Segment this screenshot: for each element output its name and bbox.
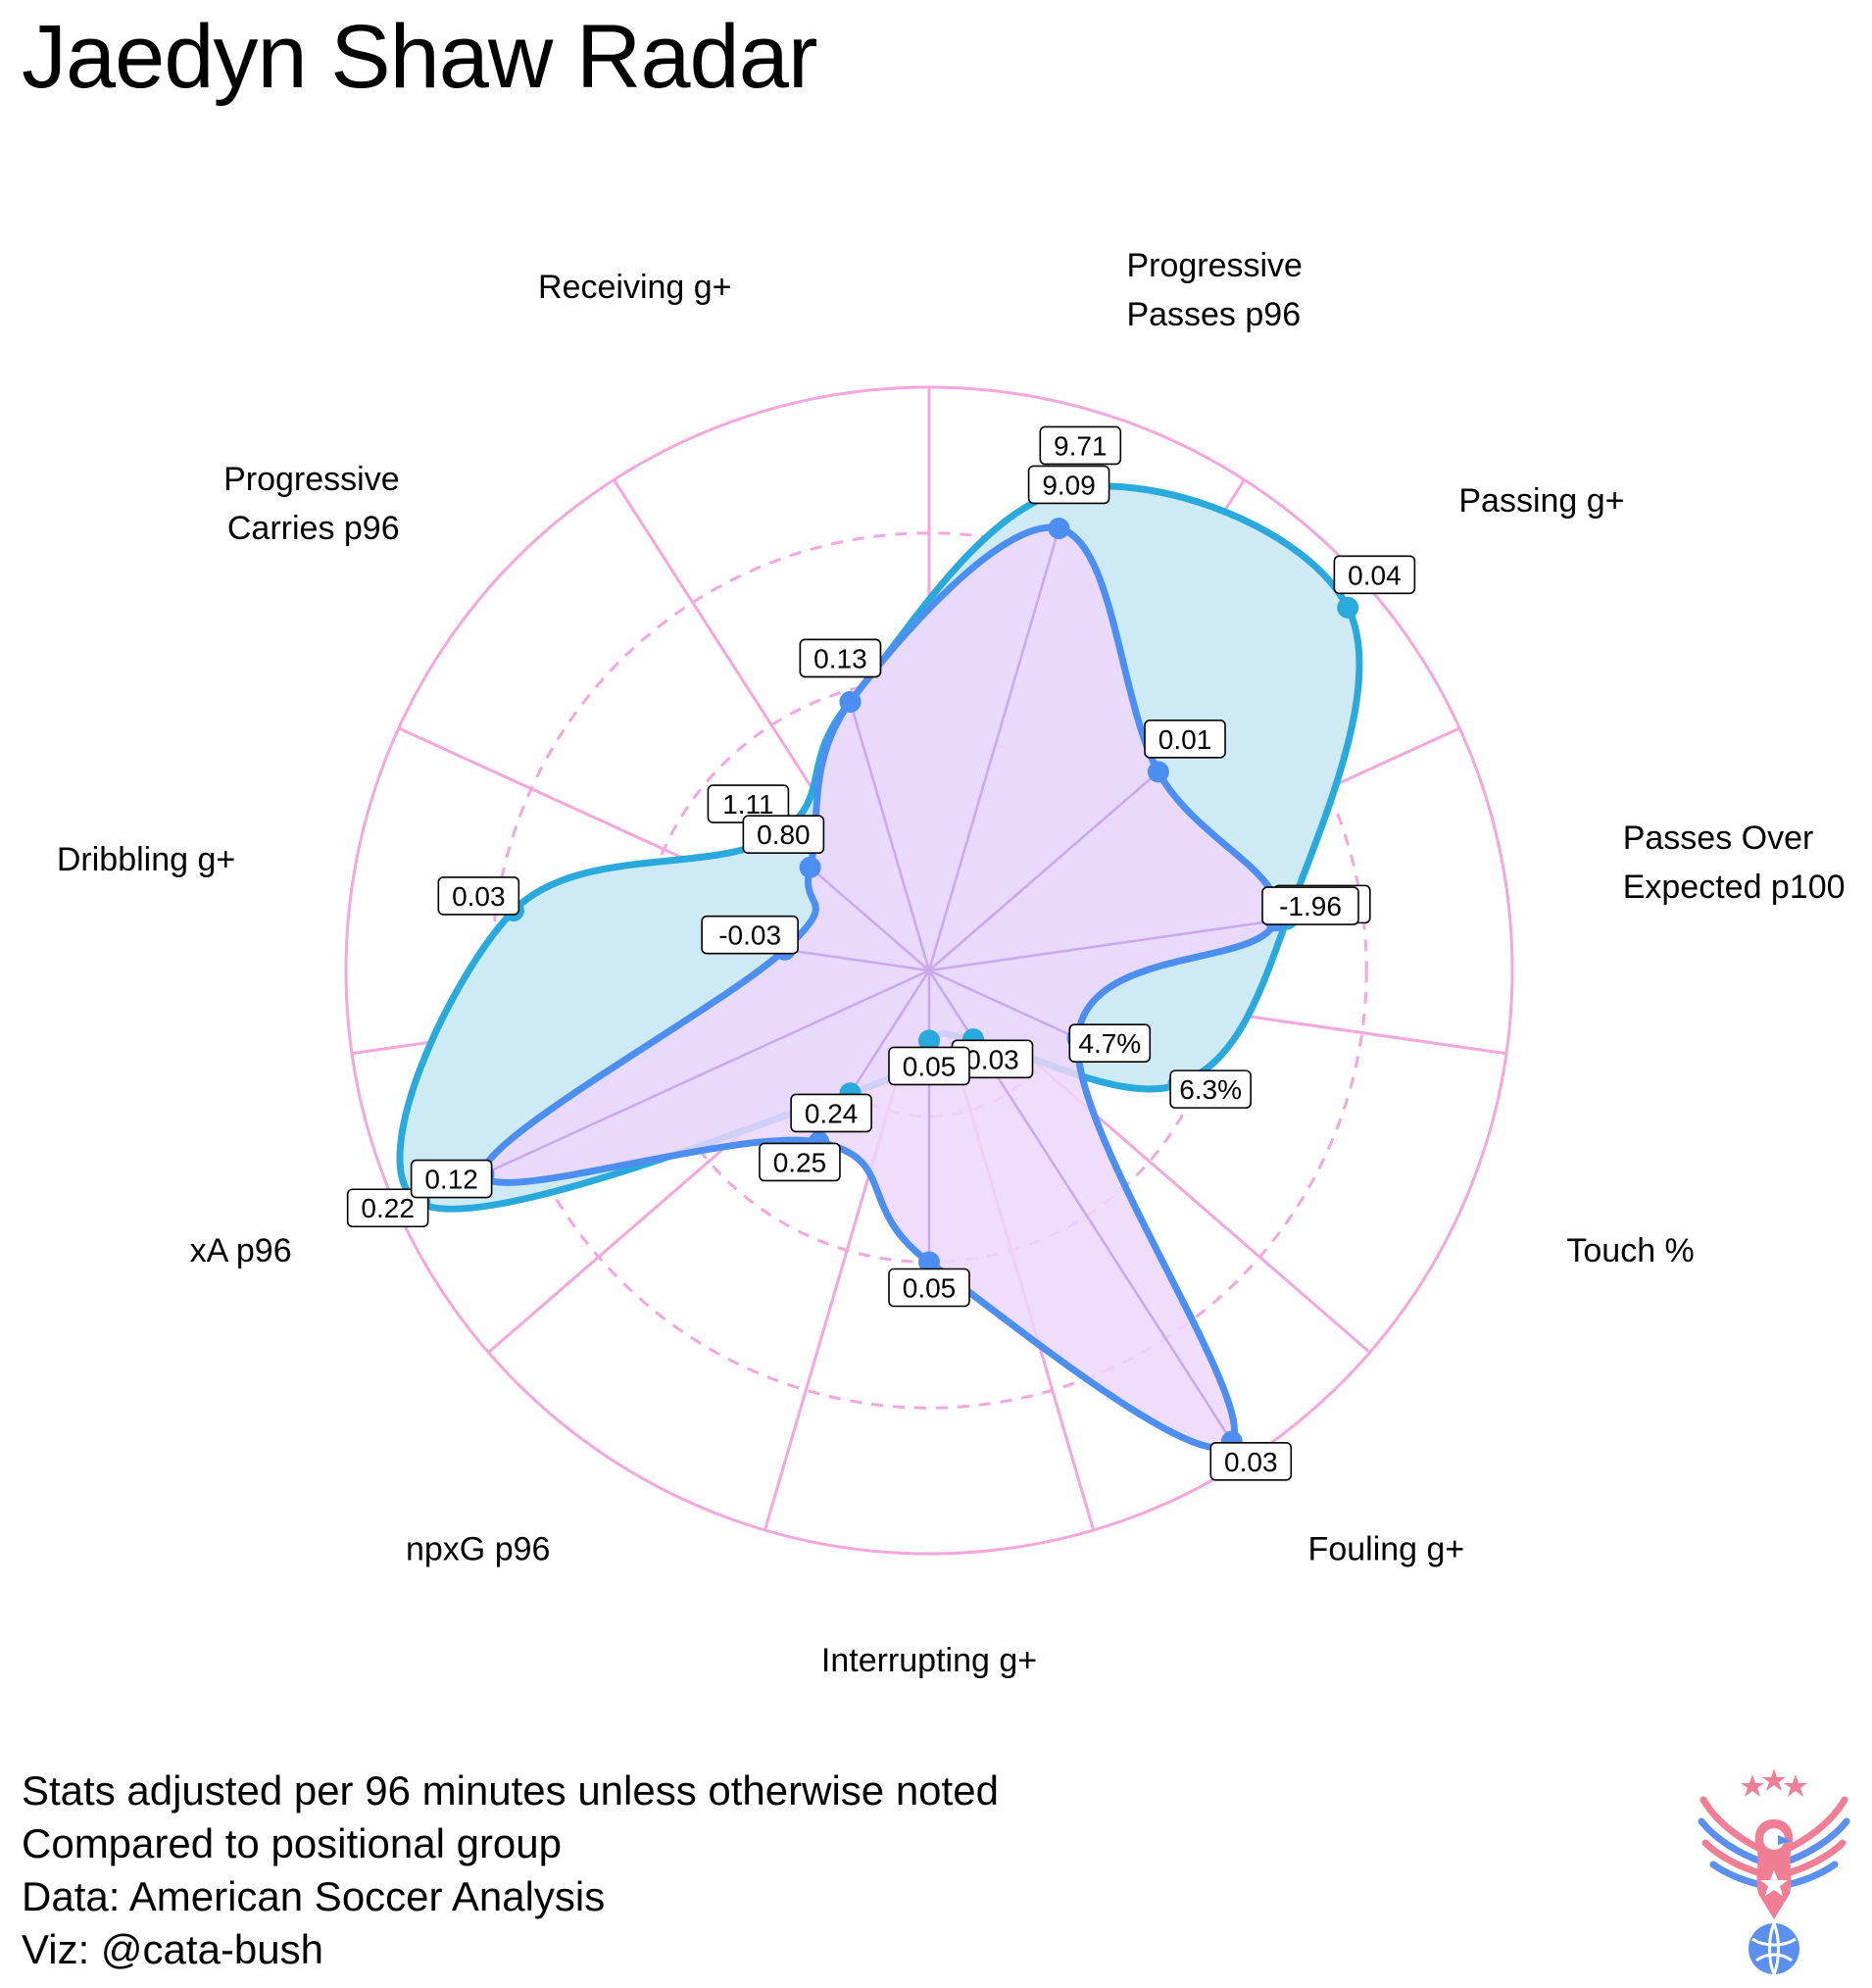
- inner-spoke: [928, 919, 1276, 972]
- svg-text:0.03: 0.03: [452, 881, 506, 912]
- value-label: 0.22: [346, 1188, 429, 1228]
- data-point: [839, 690, 862, 713]
- axis-labels: Progressive Passes p96 Passing g+ Passes Ov…: [57, 247, 1846, 1679]
- data-point: [918, 1251, 940, 1273]
- svg-text:0.03: 0.03: [1224, 1447, 1278, 1477]
- inner-spoke: [928, 770, 1159, 971]
- value-labels: 9.710.04-1.756.3%0.030.050.240.220.031.1…: [346, 425, 1416, 1481]
- data-point: [1337, 596, 1359, 619]
- inner-spoke: [784, 948, 930, 972]
- svg-text:0.01: 0.01: [1158, 724, 1212, 755]
- data-point: [1048, 517, 1070, 539]
- value-label: 1.11: [707, 784, 790, 823]
- chart-title: Jaedyn Shaw Radar: [22, 7, 817, 107]
- svg-text:0.80: 0.80: [757, 820, 811, 850]
- value-label: -0.03: [701, 915, 799, 955]
- svg-text:0.05: 0.05: [903, 1051, 957, 1081]
- value-label: 0.05: [888, 1046, 970, 1086]
- grid-ring: [490, 531, 1368, 1410]
- data-point: [918, 1029, 940, 1052]
- axis-label: Fouling g+: [1308, 1530, 1465, 1567]
- svg-text:0.25: 0.25: [773, 1147, 827, 1177]
- svg-text:9.09: 9.09: [1042, 470, 1096, 500]
- svg-text:0.24: 0.24: [805, 1098, 859, 1128]
- eagle-soccer-logo: [1698, 1768, 1850, 1975]
- svg-text:4.7%: 4.7%: [1078, 1028, 1141, 1059]
- footer-line-3: Data: American Soccer Analysis: [22, 1873, 606, 1919]
- value-label: 0.12: [410, 1159, 493, 1199]
- value-label: 6.3%: [1169, 1069, 1252, 1109]
- axis-label: Dribbling g+: [57, 841, 235, 878]
- data-point: [799, 856, 821, 878]
- svg-text:-1.96: -1.96: [1279, 891, 1342, 921]
- footer-line-2: Compared to positional group: [22, 1820, 563, 1866]
- svg-text:0.03: 0.03: [965, 1044, 1019, 1074]
- axis-label: Passing g+: [1458, 482, 1624, 520]
- value-label: 0.01: [1144, 720, 1226, 759]
- radar-chart: 9.710.04-1.756.3%0.030.050.240.220.031.1…: [57, 247, 1846, 1679]
- svg-text:6.3%: 6.3%: [1179, 1074, 1242, 1105]
- inner-spoke: [927, 527, 1060, 971]
- value-label: 4.7%: [1068, 1023, 1152, 1063]
- svg-text:0.04: 0.04: [1348, 560, 1402, 590]
- value-label: 0.25: [759, 1142, 841, 1182]
- data-point: [1147, 761, 1169, 783]
- footer-line-4: Viz: @cata-bush: [22, 1926, 324, 1972]
- svg-text:1.11: 1.11: [722, 789, 773, 820]
- svg-text:0.22: 0.22: [361, 1193, 415, 1223]
- axis-label: Passes Over Expected p100: [1623, 820, 1846, 906]
- value-label: 0.24: [790, 1093, 872, 1133]
- value-label: 0.04: [1333, 555, 1416, 595]
- axis-label: Receiving g+: [538, 269, 732, 306]
- footer-line-1: Stats adjusted per 96 minutes unless oth…: [22, 1767, 999, 1814]
- axis-label: Progressive Carries p96: [223, 461, 400, 547]
- value-label: 0.80: [742, 815, 825, 855]
- axis-label: xA p96: [190, 1232, 292, 1269]
- value-label: 9.71: [1039, 425, 1122, 466]
- svg-text:0.05: 0.05: [903, 1273, 957, 1304]
- value-label: -1.96: [1261, 886, 1359, 925]
- value-label: 9.09: [1027, 465, 1110, 505]
- value-label: 0.13: [799, 638, 882, 678]
- axis-label: Touch %: [1566, 1232, 1694, 1269]
- value-label: 0.03: [437, 876, 520, 916]
- value-label: 0.03: [1209, 1442, 1293, 1481]
- inner-spoke: [482, 969, 930, 1175]
- value-label: 0.03: [951, 1039, 1034, 1079]
- axis-label: Progressive Passes p96: [1126, 247, 1303, 333]
- value-label: 0.05: [888, 1267, 970, 1308]
- svg-text:0.12: 0.12: [424, 1165, 478, 1195]
- inner-spoke: [928, 969, 1079, 1040]
- svg-text:9.71: 9.71: [1054, 430, 1108, 461]
- inner-spoke: [849, 701, 931, 971]
- inner-spoke: [809, 866, 930, 971]
- svg-text:-0.03: -0.03: [718, 920, 781, 951]
- svg-text:0.13: 0.13: [813, 643, 867, 673]
- axis-label: npxG p96: [406, 1530, 550, 1567]
- footer-notes: Stats adjusted per 96 minutes unless oth…: [22, 1764, 999, 1976]
- axis-label: Interrupting g+: [821, 1642, 1037, 1679]
